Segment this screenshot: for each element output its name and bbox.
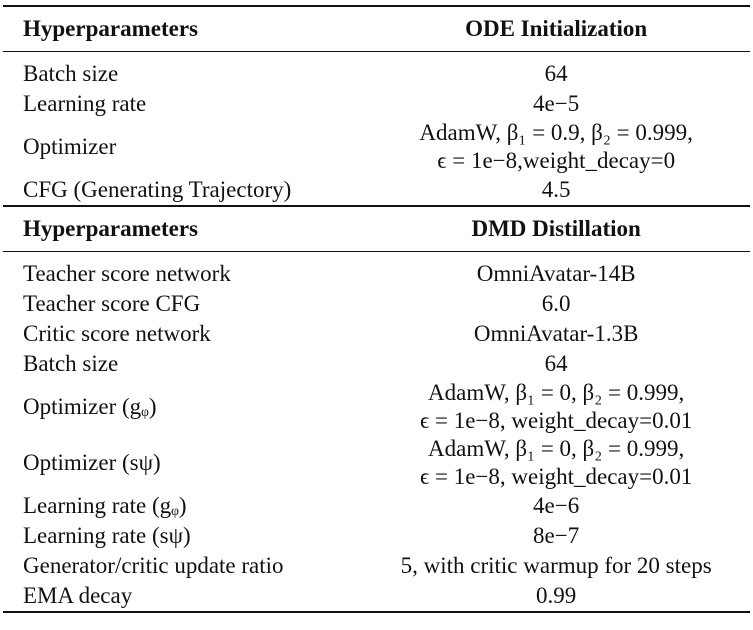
table-row: Teacher score CFG 6.0 bbox=[3, 289, 750, 319]
header-cell: ODE Initialization bbox=[465, 16, 648, 41]
parameter-name: CFG (Generating Trajectory) bbox=[23, 177, 292, 202]
parameter-value: 5, with critic warmup for 20 steps bbox=[362, 551, 750, 581]
parameter-value: 4e−5 bbox=[362, 89, 750, 119]
table-row: Learning rate (gᵩ) 4e−6 bbox=[3, 491, 750, 521]
value-line: 4e−6 bbox=[533, 493, 580, 518]
value-line: 6.0 bbox=[541, 291, 571, 316]
table-section: Hyperparameters ODE Initialization Batch s… bbox=[3, 6, 750, 206]
header-cell: Hyperparameters bbox=[23, 16, 198, 41]
value-line: AdamW, β₁ = 0.9, β₂ = 0.999, bbox=[419, 120, 693, 145]
parameter-name: Critic score network bbox=[23, 321, 211, 346]
parameter-value: OmniAvatar-1.3B bbox=[362, 319, 750, 349]
value-line: ϵ = 1e−8, weight_decay=0.01 bbox=[419, 464, 693, 489]
table-row: EMA decay 0.99 bbox=[3, 581, 750, 612]
table-row: Learning rate 4e−5 bbox=[3, 89, 750, 119]
table-row: Optimizer (gᵩ) AdamW, β₁ = 0, β₂ = 0.999,… bbox=[3, 379, 750, 435]
page: Hyperparameters ODE Initialization Batch s… bbox=[0, 5, 753, 630]
table-row: Teacher score network OmniAvatar-14B bbox=[3, 252, 750, 290]
parameter-value: AdamW, β₁ = 0, β₂ = 0.999, ϵ = 1e−8, weig… bbox=[362, 435, 750, 491]
value-line: 8e−7 bbox=[533, 523, 580, 548]
value-line: ϵ = 1e−8,weight_decay=0 bbox=[437, 148, 676, 173]
parameter-name: Learning rate (sψ) bbox=[23, 523, 191, 548]
parameter-name: EMA decay bbox=[23, 583, 133, 608]
value-line: 0.99 bbox=[536, 583, 577, 608]
parameter-name: Optimizer (sψ) bbox=[23, 450, 161, 475]
parameter-value: 6.0 bbox=[362, 289, 750, 319]
header-row: Hyperparameters ODE Initialization bbox=[3, 6, 750, 52]
value-line: AdamW, β₁ = 0, β₂ = 0.999, bbox=[428, 436, 685, 461]
parameter-value: AdamW, β₁ = 0.9, β₂ = 0.999, ϵ = 1e−8,wei… bbox=[362, 119, 750, 175]
value-line: 4e−5 bbox=[533, 91, 580, 116]
parameter-value: 4e−6 bbox=[362, 491, 750, 521]
header-row: Hyperparameters DMD Distillation bbox=[3, 206, 750, 252]
parameter-name: Optimizer (gᵩ) bbox=[23, 394, 157, 419]
header-cell: Hyperparameters bbox=[23, 216, 198, 241]
table-row: Optimizer AdamW, β₁ = 0.9, β₂ = 0.999, ϵ =… bbox=[3, 119, 750, 175]
value-line: 64 bbox=[544, 61, 568, 86]
parameter-name: Optimizer bbox=[23, 134, 117, 159]
parameter-name: Batch size bbox=[23, 351, 119, 376]
parameter-value: AdamW, β₁ = 0, β₂ = 0.999, ϵ = 1e−8, weig… bbox=[362, 379, 750, 435]
value-line: OmniAvatar-1.3B bbox=[473, 321, 639, 346]
header-cell: DMD Distillation bbox=[471, 216, 641, 241]
parameter-name: Teacher score CFG bbox=[23, 291, 201, 316]
hyperparameter-table: Hyperparameters ODE Initialization Batch s… bbox=[3, 5, 750, 613]
parameter-value: 8e−7 bbox=[362, 521, 750, 551]
value-line: 5, with critic warmup for 20 steps bbox=[400, 553, 712, 578]
value-line: AdamW, β₁ = 0, β₂ = 0.999, bbox=[428, 380, 685, 405]
table-row: Optimizer (sψ) AdamW, β₁ = 0, β₂ = 0.999,… bbox=[3, 435, 750, 491]
parameter-name: Batch size bbox=[23, 61, 119, 86]
parameter-name: Learning rate bbox=[23, 91, 147, 116]
table-row: CFG (Generating Trajectory) 4.5 bbox=[3, 175, 750, 206]
value-line: ϵ = 1e−8, weight_decay=0.01 bbox=[419, 408, 693, 433]
table-row: Generator/critic update ratio 5, with cri… bbox=[3, 551, 750, 581]
parameter-name: Generator/critic update ratio bbox=[23, 553, 284, 578]
parameter-value: 4.5 bbox=[362, 175, 750, 206]
table-row: Batch size 64 bbox=[3, 349, 750, 379]
value-line: OmniAvatar-14B bbox=[476, 261, 636, 286]
parameter-value: 64 bbox=[362, 52, 750, 90]
table-row: Critic score network OmniAvatar-1.3B bbox=[3, 319, 750, 349]
table-row: Learning rate (sψ) 8e−7 bbox=[3, 521, 750, 551]
table-row: Batch size 64 bbox=[3, 52, 750, 90]
table-section: Hyperparameters DMD Distillation Teacher s… bbox=[3, 206, 750, 612]
parameter-name: Learning rate (gᵩ) bbox=[23, 493, 187, 518]
value-line: 64 bbox=[544, 351, 568, 376]
value-line: 4.5 bbox=[541, 177, 571, 202]
parameter-value: 64 bbox=[362, 349, 750, 379]
parameter-value: OmniAvatar-14B bbox=[362, 252, 750, 290]
parameter-name: Teacher score network bbox=[23, 261, 231, 286]
parameter-value: 0.99 bbox=[362, 581, 750, 612]
